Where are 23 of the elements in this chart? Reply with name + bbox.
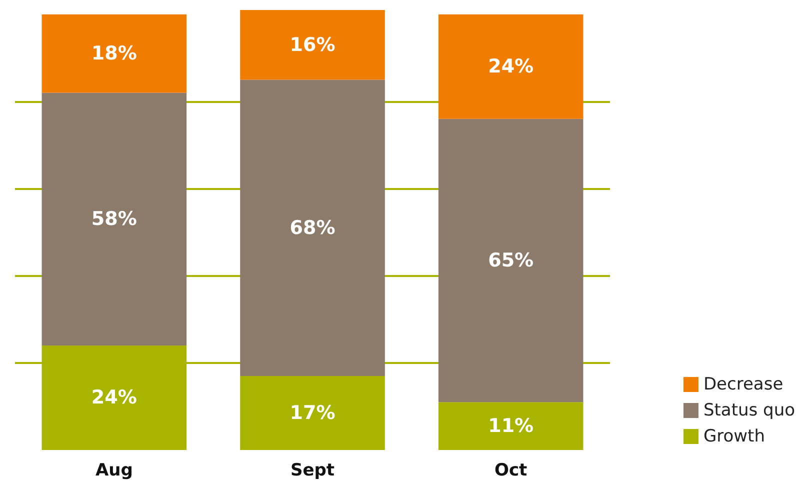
- bar: [438, 402, 584, 450]
- data-label: 24%: [488, 56, 534, 78]
- x-tick-label: Aug: [95, 460, 133, 480]
- bar: [240, 80, 385, 376]
- legend-label: Status quo: [703, 400, 796, 420]
- data-label: 24%: [91, 386, 137, 409]
- bar: [438, 118, 584, 402]
- data-label: 17%: [290, 402, 336, 424]
- legend-label: Decrease: [703, 374, 784, 394]
- bar: [240, 10, 385, 80]
- bar: [438, 14, 584, 119]
- bar: [42, 92, 187, 346]
- data-label: 16%: [290, 34, 336, 56]
- x-tick-label: Sept: [290, 460, 335, 480]
- x-tick-label: Oct: [494, 460, 528, 480]
- bar: [42, 14, 187, 93]
- data-label: 58%: [91, 208, 137, 230]
- bar: [240, 376, 385, 450]
- data-label: 65%: [488, 249, 534, 272]
- data-label: 11%: [488, 415, 534, 438]
- legend-label: Growth: [703, 426, 766, 446]
- data-label: 18%: [91, 42, 137, 65]
- data-label: 68%: [290, 216, 336, 239]
